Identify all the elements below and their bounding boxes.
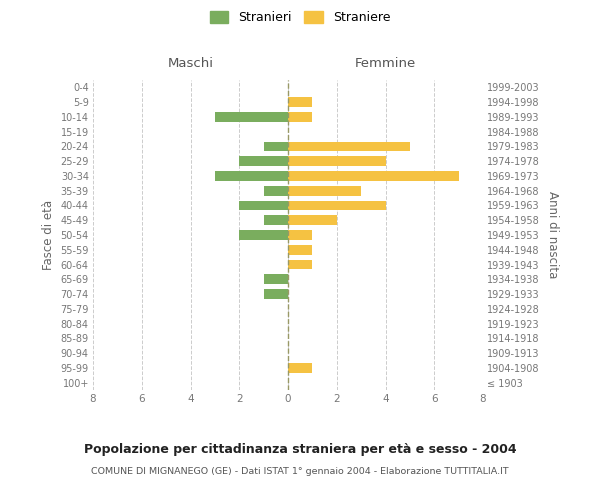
Bar bbox=[263, 186, 288, 196]
Bar bbox=[263, 216, 288, 225]
Bar bbox=[288, 216, 337, 225]
Text: Popolazione per cittadinanza straniera per età e sesso - 2004: Popolazione per cittadinanza straniera p… bbox=[83, 442, 517, 456]
Bar bbox=[288, 245, 313, 254]
Bar bbox=[288, 171, 458, 180]
Bar bbox=[215, 171, 288, 180]
Bar bbox=[288, 260, 313, 270]
Bar bbox=[239, 230, 288, 240]
Bar bbox=[288, 230, 313, 240]
Text: Maschi: Maschi bbox=[167, 57, 214, 70]
Legend: Stranieri, Straniere: Stranieri, Straniere bbox=[205, 6, 395, 29]
Bar bbox=[288, 112, 313, 122]
Bar bbox=[215, 112, 288, 122]
Bar bbox=[288, 98, 313, 107]
Bar bbox=[288, 142, 410, 151]
Bar bbox=[263, 142, 288, 151]
Text: Femmine: Femmine bbox=[355, 57, 416, 70]
Bar bbox=[288, 200, 386, 210]
Bar bbox=[288, 186, 361, 196]
Bar bbox=[239, 156, 288, 166]
Bar bbox=[263, 289, 288, 299]
Y-axis label: Fasce di età: Fasce di età bbox=[42, 200, 55, 270]
Text: COMUNE DI MIGNANEGO (GE) - Dati ISTAT 1° gennaio 2004 - Elaborazione TUTTITALIA.: COMUNE DI MIGNANEGO (GE) - Dati ISTAT 1°… bbox=[91, 468, 509, 476]
Y-axis label: Anni di nascita: Anni di nascita bbox=[547, 192, 559, 278]
Bar bbox=[263, 274, 288, 284]
Bar bbox=[288, 363, 313, 372]
Bar bbox=[239, 200, 288, 210]
Bar bbox=[288, 156, 386, 166]
